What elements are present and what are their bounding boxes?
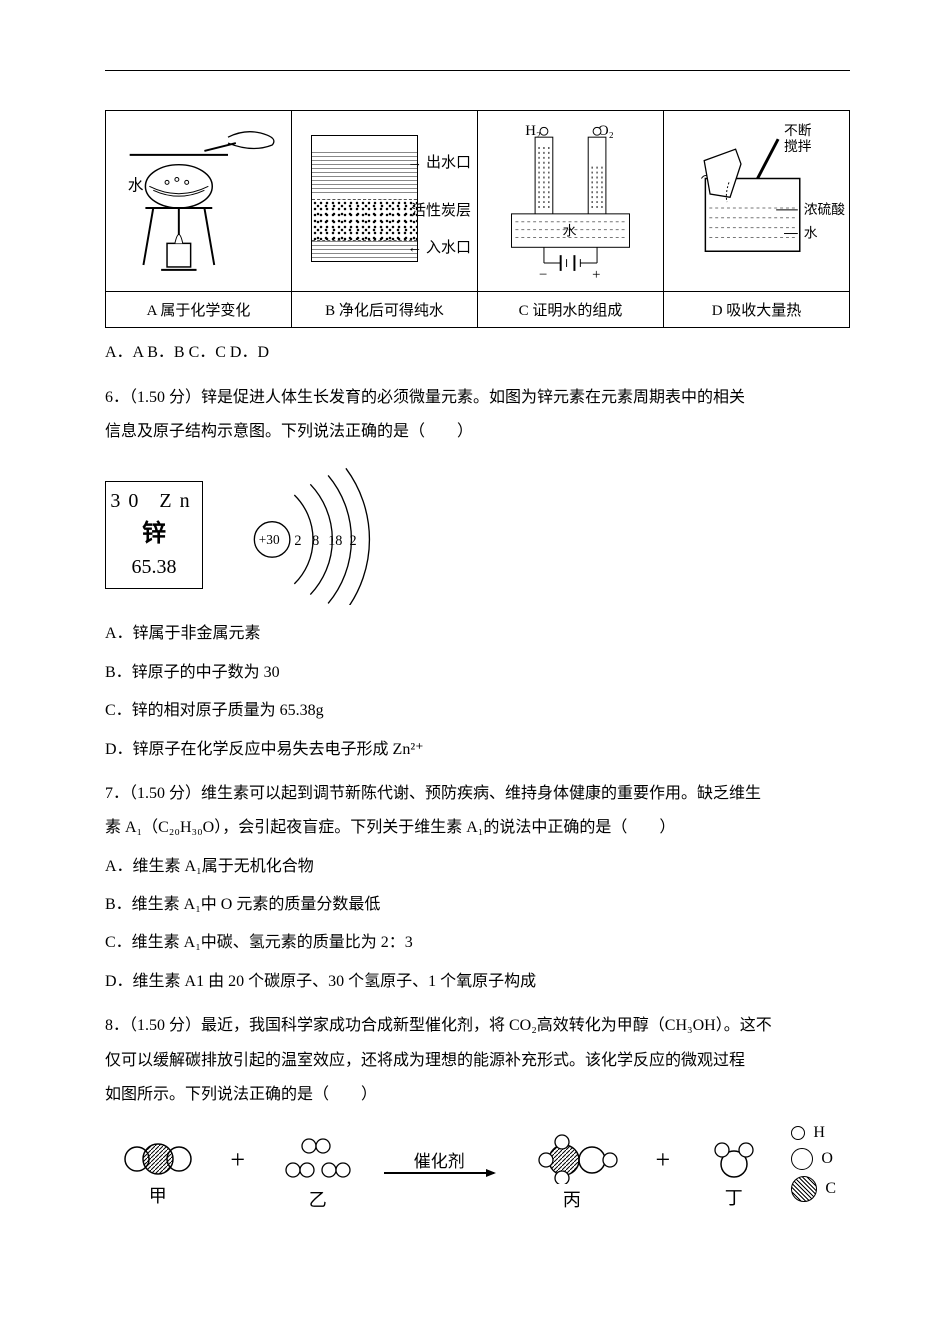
q7-opt-d: D．维生素 A1 由 20 个碳原子、30 个氢原子、1 个氧原子构成: [105, 963, 850, 1001]
caption-yi: 乙: [309, 1186, 327, 1212]
q8-stem-2: 仅可以缓解碳排放引起的温室效应，还将成为理想的能源补充形式。该化学反应的微观过程: [105, 1042, 850, 1080]
cell-b-label: B 净化后可得纯水: [292, 292, 478, 328]
mol-ding: 丁: [704, 1136, 764, 1210]
plus-1: +: [224, 1145, 251, 1201]
cell-c-label: C 证明水的组成: [478, 292, 664, 328]
diagram-c-electrolysis: H₂ O₂: [482, 115, 659, 287]
atom-legend: H O C: [791, 1124, 836, 1222]
q8-stem-1: 8．（1.50 分）最近，我国科学家成功合成新型催化剂，将 CO₂高效转化为甲醇…: [105, 1007, 850, 1045]
label-out: 出水口: [426, 155, 471, 171]
legend-c-icon: [791, 1176, 817, 1202]
caption-bing: 丙: [563, 1186, 581, 1212]
q7-stem-1: 7．（1.50 分）维生素可以起到调节新陈代谢、预防疾病、维持身体健康的重要作用…: [105, 775, 850, 813]
caption-ding: 丁: [725, 1184, 743, 1210]
legend-h-icon: [791, 1126, 805, 1140]
svg-text:−: −: [539, 267, 547, 283]
caption-jia: 甲: [149, 1182, 167, 1208]
arrow-label: 催化剂: [414, 1147, 465, 1172]
zinc-number: 30: [110, 490, 146, 512]
page-top-rule: [105, 70, 850, 71]
mol-bing: 丙: [522, 1134, 622, 1212]
q6-figure: 30 Zn 锌 65.38 +30 2 8 18 2: [105, 465, 850, 605]
q5-answer-line: A．A B．B C．C D．D: [105, 334, 850, 372]
q7-stem-2: 素 A₁（C₂₀H₃₀O），会引起夜盲症。下列关于维生素 A₁的说法中正确的是（…: [105, 809, 850, 847]
zinc-name: 锌: [106, 516, 202, 552]
label-in: 入水口: [426, 240, 471, 256]
zinc-symbol: Zn: [159, 490, 197, 512]
diagram-a-heating: 水: [110, 115, 287, 287]
svg-text:+30: +30: [259, 532, 280, 547]
zinc-mass: 65.38: [106, 552, 202, 582]
zinc-element-tile: 30 Zn 锌 65.38: [105, 481, 203, 589]
plus-2: +: [650, 1145, 677, 1201]
q6-opt-a: A．锌属于非金属元素: [105, 615, 850, 653]
legend-h-label: H: [813, 1124, 825, 1142]
svg-text:浓硫酸: 浓硫酸: [804, 202, 845, 217]
svg-text:水: 水: [563, 223, 577, 238]
q7-opt-c: C．维生素 A₁中碳、氢元素的质量比为 2：3: [105, 924, 850, 962]
q6-stem-1: 6．（1.50 分）锌是促进人体生长发育的必须微量元素。如图为锌元素在元素周期表…: [105, 379, 850, 417]
svg-text:2: 2: [349, 533, 356, 549]
reaction-arrow: 催化剂: [384, 1147, 494, 1200]
q7-opt-a: A．维生素 A₁属于无机化合物: [105, 848, 850, 886]
q6-opt-c: C．锌的相对原子质量为 65.38g: [105, 692, 850, 730]
diagram-d-dilution: 不断 搅拌 浓: [668, 115, 845, 287]
legend-c-label: C: [825, 1180, 836, 1198]
arrow-in: ←: [407, 240, 422, 256]
mol-yi: 乙: [279, 1134, 357, 1212]
zinc-atom-diagram: +30 2 8 18 2: [241, 465, 401, 605]
label-carbon: 活性炭层: [411, 199, 471, 220]
q7-opt-b: B．维生素 A₁中 O 元素的质量分数最低: [105, 886, 850, 924]
label-water-a: 水: [128, 176, 144, 194]
svg-text:+: +: [592, 267, 600, 283]
q6-opt-d: D．锌原子在化学反应中易失去电子形成 Zn²⁺: [105, 731, 850, 769]
q6-opt-b: B．锌原子的中子数为 30: [105, 654, 850, 692]
q6-stem-2: 信息及原子结构示意图。下列说法正确的是（ ）: [105, 413, 850, 451]
legend-o-icon: [791, 1148, 813, 1170]
cell-a-label: A 属于化学变化: [106, 292, 292, 328]
svg-text:不断: 不断: [784, 123, 812, 138]
svg-text:2: 2: [294, 533, 301, 549]
legend-o-label: O: [821, 1150, 833, 1168]
cell-d-label: D 吸收大量热: [664, 292, 850, 328]
arrow-out: →: [407, 155, 422, 171]
mol-jia: 甲: [119, 1138, 197, 1208]
experiments-table: 水 → 出水口: [105, 110, 850, 328]
q8-stem-3: 如图所示。下列说法正确的是（ ）: [105, 1076, 850, 1114]
svg-text:8: 8: [312, 533, 319, 549]
q8-reaction-figure: 甲 + 乙 催化剂: [105, 1124, 850, 1222]
svg-text:搅拌: 搅拌: [784, 139, 812, 154]
svg-text:水: 水: [804, 225, 818, 240]
diagram-b-filter: → 出水口 活性炭层 ← 入水口: [296, 115, 473, 287]
svg-text:18: 18: [328, 533, 342, 549]
